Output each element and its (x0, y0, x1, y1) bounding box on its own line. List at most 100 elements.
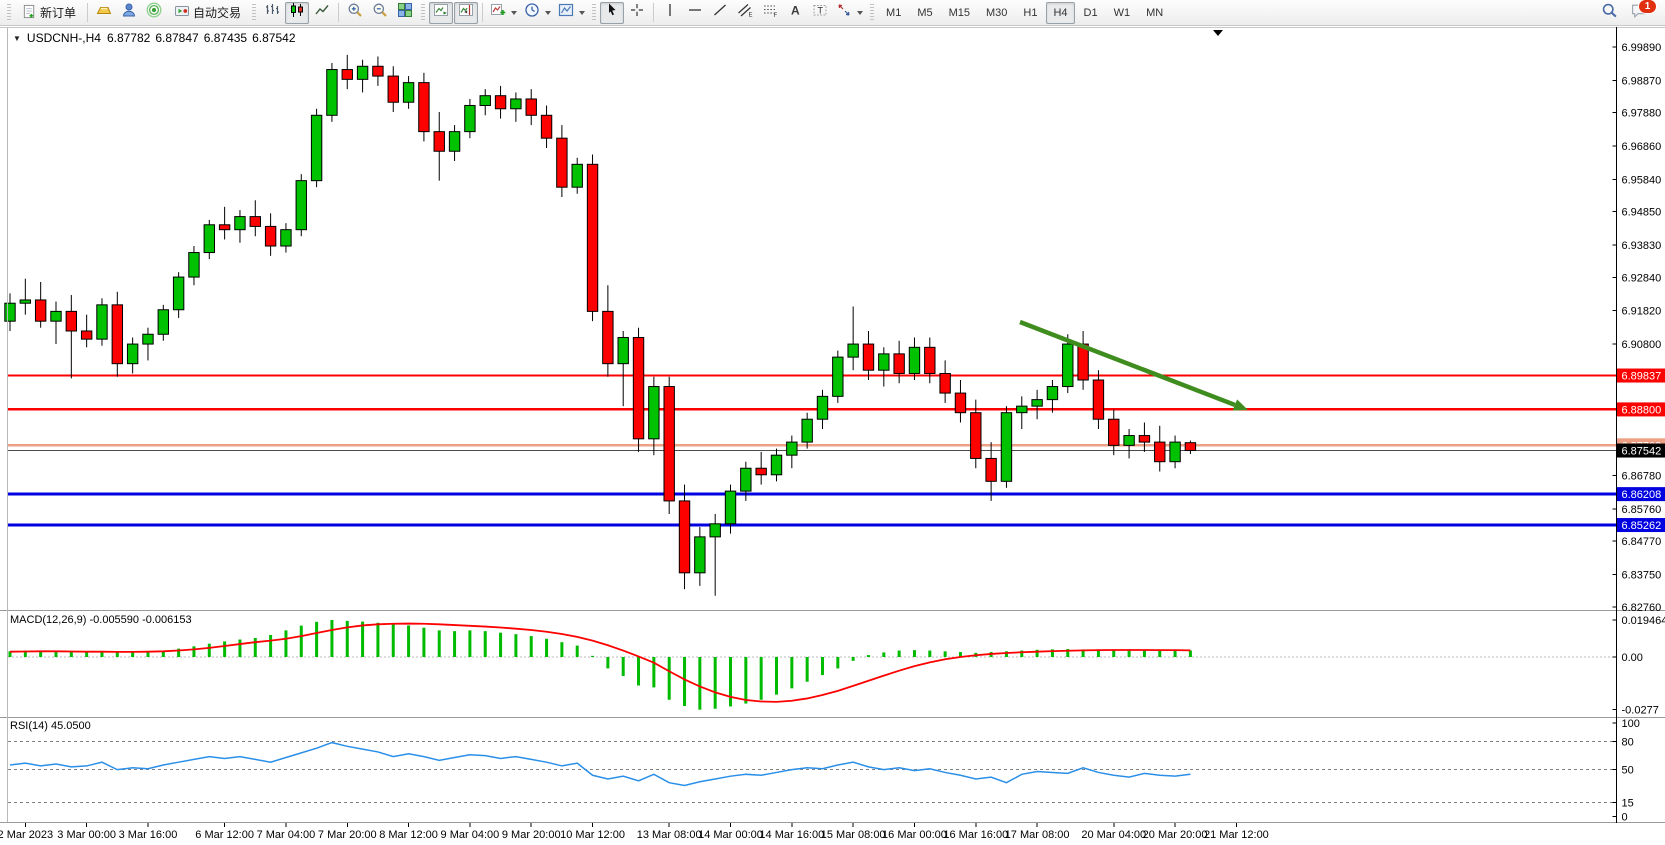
candle (648, 386, 660, 440)
text-button[interactable]: A (783, 2, 807, 24)
horizontal-line-button[interactable] (683, 2, 707, 24)
candle (954, 392, 967, 414)
candle (801, 418, 813, 443)
tile-windows-icon (397, 2, 413, 23)
autoscroll-button[interactable] (429, 1, 454, 24)
price-axis-label: 6.98870 (1622, 75, 1662, 87)
candle (847, 343, 859, 358)
toolbar-grip[interactable] (592, 3, 597, 22)
price-axis-label: 6.85760 (1622, 504, 1662, 516)
candle (832, 356, 844, 397)
macd-bar (1004, 651, 1008, 657)
macd-bar (177, 648, 181, 657)
macd-bar (1188, 650, 1192, 657)
price-chart-canvas[interactable]: 6.99890 6.98870 6.97880 6.96860 6.95840 6.948… (0, 26, 1665, 845)
candlestick-chart-button[interactable] (285, 1, 310, 24)
tf-button-D1[interactable]: D1 (1083, 6, 1098, 19)
current-price-line-badge (1617, 443, 1665, 458)
fibonacci-button[interactable]: F (758, 2, 782, 24)
macd-bar (115, 652, 119, 657)
candle (341, 69, 353, 80)
trend-arrow-head (1232, 399, 1248, 411)
tf-button-W1[interactable]: W1 (1113, 6, 1131, 19)
zoom-out-button[interactable] (368, 2, 392, 24)
candle (1000, 412, 1013, 482)
macd-bar (713, 657, 717, 709)
autotrading-button[interactable]: 自动交易 (167, 2, 248, 24)
macd-bar (192, 646, 196, 657)
macd-bar (131, 652, 135, 657)
toolbar-grip[interactable] (421, 3, 426, 22)
autoscroll-icon (433, 2, 449, 23)
open-value: 6.87782 (106, 31, 151, 45)
macd-bar (8, 651, 12, 657)
candle (96, 304, 108, 340)
macd-bar (238, 639, 242, 657)
toolbar-grip[interactable] (7, 3, 11, 22)
candle (770, 454, 783, 476)
candle (19, 299, 32, 304)
macd-axis-label: 0.00 (1622, 652, 1643, 664)
price-axis-label: 6.83750 (1622, 569, 1662, 581)
cursor-button[interactable] (600, 1, 625, 24)
indicators-button[interactable] (487, 2, 520, 24)
autotrading-label: 自动交易 (193, 6, 242, 20)
chart-shift-button[interactable] (454, 1, 479, 24)
tf-button-MN[interactable]: MN (1146, 6, 1164, 19)
periods-button[interactable] (521, 2, 554, 24)
candle (157, 309, 170, 335)
macd-bar (1035, 649, 1039, 657)
candles-layer (4, 54, 1197, 596)
rsi-value: 45.0500 (50, 720, 91, 732)
channel-button[interactable]: E (733, 2, 757, 24)
trendline-button[interactable] (708, 2, 732, 24)
price-axis-label: 6.94850 (1622, 207, 1662, 219)
bar-chart-button[interactable] (260, 2, 284, 24)
tf-button-M15[interactable]: M15 (948, 6, 970, 19)
new-order-button[interactable]: 新订单 (15, 2, 83, 24)
macd-bar (729, 657, 733, 707)
vertical-line-button[interactable] (658, 2, 682, 24)
notifications-button[interactable]: 1 (1627, 0, 1657, 24)
candle (494, 95, 507, 110)
time-axis-label: 21 Mar 12:00 (1204, 829, 1269, 841)
tf-button-M30[interactable]: M30 (986, 6, 1008, 19)
macd-bar (621, 657, 625, 677)
candle (694, 536, 706, 574)
community-button[interactable] (117, 2, 141, 24)
macd-bar (560, 642, 564, 657)
candle (310, 114, 323, 182)
macd-bar (468, 630, 472, 657)
macd-bar (1158, 649, 1162, 657)
tf-button-M1[interactable]: M1 (886, 6, 902, 19)
crosshair-button[interactable] (625, 2, 649, 24)
tile-windows-button[interactable] (393, 2, 417, 24)
text-label-button[interactable]: T (808, 2, 832, 24)
arrows-button[interactable] (833, 2, 866, 24)
toolbar-grip[interactable] (252, 3, 257, 22)
candle (464, 104, 476, 133)
candle (218, 224, 231, 231)
market-button[interactable] (92, 2, 116, 24)
search-button[interactable] (1597, 2, 1621, 24)
trend-arrow-line (1019, 319, 1236, 408)
macd-bar (836, 657, 840, 669)
price-axis-label: 6.92840 (1622, 272, 1662, 284)
templates-button[interactable] (555, 2, 588, 24)
toolbar-grip[interactable] (870, 3, 875, 22)
line-chart-button[interactable] (310, 2, 334, 24)
zoom-in-button[interactable] (343, 2, 367, 24)
tf-button-M5[interactable]: M5 (917, 6, 933, 19)
collapse-arrow-icon[interactable]: ▼ (13, 33, 21, 43)
candle (1154, 441, 1166, 463)
tf-button-H1[interactable]: H1 (1023, 6, 1038, 19)
fibonacci-icon: F (762, 2, 778, 23)
candle (433, 131, 445, 152)
shift-marker-icon (1213, 30, 1223, 36)
macd-bar (1112, 650, 1116, 657)
candle (862, 343, 875, 371)
candlestick-icon (289, 2, 305, 23)
tf-button-H4[interactable]: H4 (1046, 1, 1075, 24)
signals-button[interactable] (142, 2, 166, 24)
time-axis-label: 14 Mar 00:00 (698, 829, 763, 841)
